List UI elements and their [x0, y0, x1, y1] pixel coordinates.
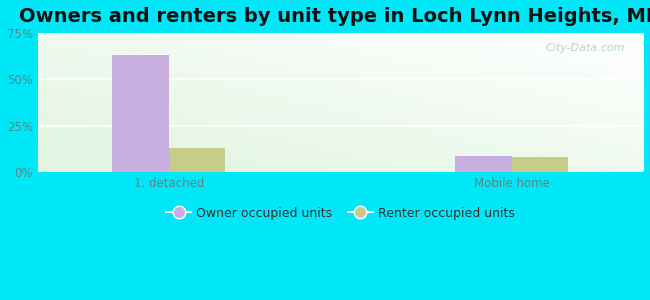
- Text: City-Data.com: City-Data.com: [545, 43, 625, 53]
- Legend: Owner occupied units, Renter occupied units: Owner occupied units, Renter occupied un…: [161, 202, 519, 224]
- Bar: [512, 158, 568, 172]
- Bar: [456, 156, 512, 172]
- Bar: [169, 148, 226, 172]
- Bar: [112, 55, 169, 172]
- Title: Owners and renters by unit type in Loch Lynn Heights, MD: Owners and renters by unit type in Loch …: [19, 7, 650, 26]
